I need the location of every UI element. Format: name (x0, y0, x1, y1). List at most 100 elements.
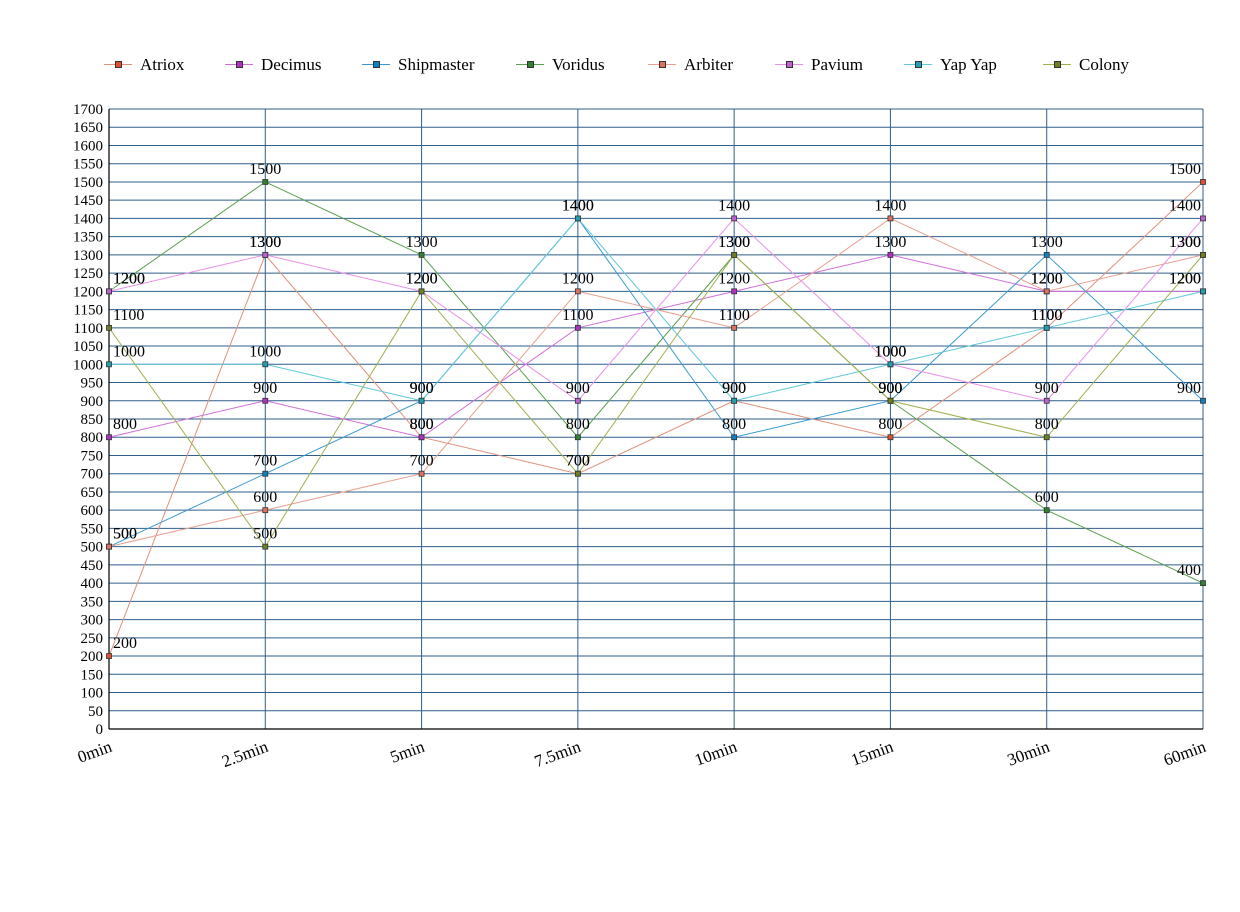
y-tick-label: 200 (81, 649, 104, 665)
data-label: 1200 (718, 270, 750, 287)
y-tick-label: 1550 (73, 157, 103, 173)
y-tick-label: 1650 (73, 120, 103, 136)
data-point (262, 543, 269, 550)
y-tick-label: 400 (81, 576, 104, 592)
data-point (418, 397, 425, 404)
data-point (887, 251, 894, 258)
data-point (106, 361, 112, 368)
legend-swatch (225, 52, 253, 78)
chart-legend: Atriox Decimus Shipmaster Voridus Arbiter Pav… (0, 52, 1240, 78)
data-point (574, 324, 581, 331)
data-point (1200, 215, 1206, 222)
data-label: 1300 (249, 234, 281, 251)
data-label: 1300 (249, 234, 281, 251)
legend-swatch (904, 52, 932, 78)
data-point (574, 215, 581, 222)
data-point (418, 288, 425, 295)
data-point (574, 288, 581, 295)
data-label: 1300 (718, 234, 750, 251)
data-label: 1200 (1031, 270, 1063, 287)
y-tick-label: 1600 (73, 138, 103, 154)
data-point (1043, 434, 1050, 441)
y-tick-label: 1500 (73, 175, 103, 191)
y-tick-label: 1100 (74, 321, 103, 337)
data-point (262, 251, 269, 258)
y-tick-label: 1250 (73, 266, 103, 282)
data-label: 700 (410, 453, 434, 470)
legend-item: Voridus (516, 52, 605, 78)
legend-swatch (362, 52, 390, 78)
data-label: 1300 (874, 234, 906, 251)
data-label: 1000 (249, 343, 281, 360)
data-label: 800 (1035, 416, 1059, 433)
data-point (418, 434, 425, 441)
data-label: 800 (566, 416, 590, 433)
data-label: 700 (566, 453, 590, 470)
data-point (1043, 507, 1050, 514)
data-point (1043, 288, 1050, 295)
y-tick-label: 1150 (74, 303, 103, 319)
data-label: 900 (253, 380, 277, 397)
data-label: 600 (1035, 489, 1059, 506)
data-point (262, 179, 269, 185)
data-label: 1400 (874, 197, 906, 214)
x-tick-label: 15min (848, 737, 896, 770)
y-tick-label: 1400 (73, 211, 103, 227)
y-tick-label: 450 (81, 558, 104, 574)
legend-label: Voridus (552, 55, 605, 74)
data-label: 1300 (1169, 234, 1201, 251)
data-point (731, 215, 738, 222)
legend-swatch (1043, 52, 1071, 78)
data-point (418, 251, 425, 258)
data-label: 1100 (113, 307, 144, 324)
data-point (574, 434, 581, 441)
data-label: 1300 (406, 234, 438, 251)
data-point (574, 470, 581, 477)
data-label: 800 (722, 416, 746, 433)
data-point (262, 361, 269, 368)
legend-item: Pavium (775, 52, 863, 78)
data-label: 900 (1035, 380, 1059, 397)
y-tick-label: 250 (81, 631, 104, 647)
data-label: 1200 (562, 270, 594, 287)
legend-item: Shipmaster (362, 52, 475, 78)
y-tick-label: 950 (81, 376, 104, 392)
legend-swatch (648, 52, 676, 78)
data-point (731, 288, 738, 295)
data-label: 1000 (874, 343, 906, 360)
data-label: 1200 (1169, 270, 1201, 287)
data-point (106, 653, 112, 659)
data-point (1043, 251, 1050, 258)
y-tick-label: 1700 (73, 102, 103, 118)
data-label: 200 (113, 635, 137, 652)
legend-label: Arbiter (684, 55, 734, 74)
data-point (262, 507, 269, 514)
legend-label: Yap Yap (940, 55, 997, 74)
data-label: 800 (410, 416, 434, 433)
legend-label: Atriox (140, 55, 185, 74)
data-point (731, 434, 738, 441)
data-label: 1200 (1169, 270, 1201, 287)
data-label: 1000 (113, 343, 145, 360)
x-tick-label: 0min (75, 737, 115, 767)
data-label: 900 (878, 380, 902, 397)
data-point (106, 543, 112, 550)
data-point (418, 470, 425, 477)
data-label: 1100 (1031, 307, 1062, 324)
legend-item: Decimus (225, 52, 321, 78)
data-label: 1200 (113, 270, 145, 287)
data-label: 800 (878, 416, 902, 433)
data-label: 700 (566, 453, 590, 470)
series-line (109, 217, 1204, 402)
data-label: 800 (410, 416, 434, 433)
legend-item: Yap Yap (904, 52, 997, 78)
series-line (108, 254, 1204, 548)
y-tick-label: 100 (81, 686, 104, 702)
data-point (887, 361, 894, 368)
y-tick-label: 650 (81, 485, 104, 501)
data-point (106, 434, 112, 441)
data-point (1200, 179, 1206, 185)
data-label: 700 (253, 453, 277, 470)
data-label: 1400 (562, 197, 594, 214)
y-tick-label: 750 (81, 448, 104, 464)
